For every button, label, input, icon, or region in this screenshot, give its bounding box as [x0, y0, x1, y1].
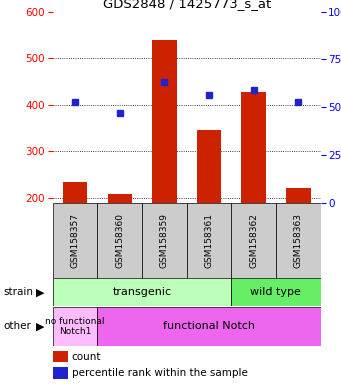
- Text: percentile rank within the sample: percentile rank within the sample: [72, 368, 248, 378]
- Text: no functional
Notch1: no functional Notch1: [45, 317, 105, 336]
- Text: count: count: [72, 352, 101, 362]
- Text: GSM158363: GSM158363: [294, 213, 303, 268]
- Text: functional Notch: functional Notch: [163, 321, 255, 331]
- Text: GSM158357: GSM158357: [71, 213, 80, 268]
- Text: GSM158361: GSM158361: [205, 213, 213, 268]
- Text: GSM158360: GSM158360: [115, 213, 124, 268]
- Text: GSM158359: GSM158359: [160, 213, 169, 268]
- Title: GDS2848 / 1425773_s_at: GDS2848 / 1425773_s_at: [103, 0, 271, 10]
- Bar: [63, 182, 87, 203]
- Bar: [53, 203, 98, 278]
- Bar: [241, 92, 266, 203]
- Text: wild type: wild type: [251, 287, 301, 298]
- Text: GSM158362: GSM158362: [249, 213, 258, 268]
- Bar: [107, 194, 132, 203]
- Bar: [152, 40, 177, 203]
- Bar: [98, 307, 321, 346]
- Bar: [53, 367, 68, 379]
- Bar: [53, 307, 98, 346]
- Bar: [187, 203, 231, 278]
- Bar: [231, 203, 276, 278]
- Text: transgenic: transgenic: [113, 287, 172, 298]
- Bar: [98, 203, 142, 278]
- Bar: [53, 278, 231, 306]
- Text: ▶: ▶: [36, 321, 44, 331]
- Text: ▶: ▶: [36, 287, 44, 298]
- Bar: [53, 351, 68, 362]
- Text: other: other: [3, 321, 31, 331]
- Bar: [231, 278, 321, 306]
- Bar: [142, 203, 187, 278]
- Bar: [286, 188, 311, 203]
- Bar: [197, 131, 221, 203]
- Bar: [276, 203, 321, 278]
- Text: strain: strain: [3, 287, 33, 298]
